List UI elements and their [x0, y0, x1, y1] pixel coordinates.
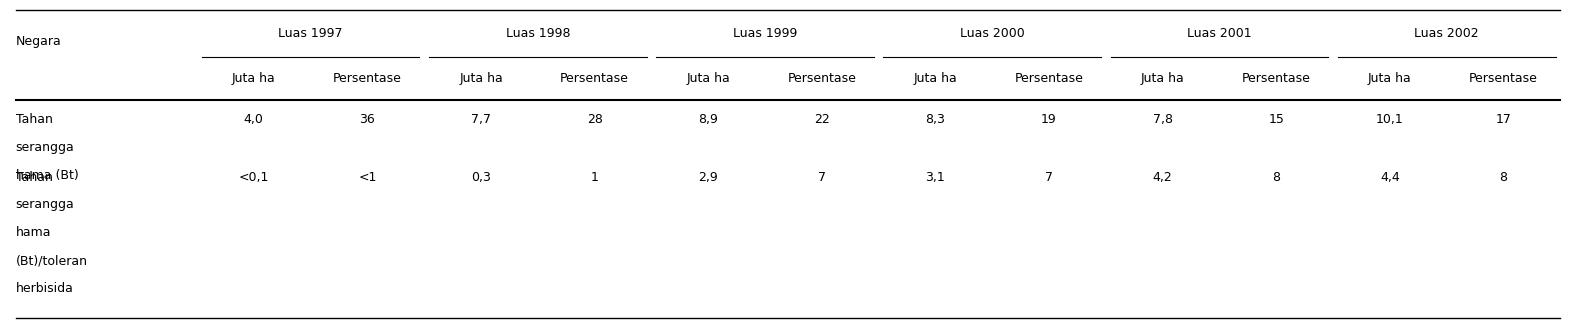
Text: 8: 8	[1499, 171, 1507, 184]
Text: Luas 2002: Luas 2002	[1414, 27, 1478, 40]
Text: 2,9: 2,9	[698, 171, 719, 184]
Text: 4,0: 4,0	[244, 113, 263, 126]
Text: Persentase: Persentase	[559, 72, 629, 85]
Text: 10,1: 10,1	[1376, 113, 1404, 126]
Text: Luas 1998: Luas 1998	[506, 27, 571, 40]
Text: Negara: Negara	[16, 35, 61, 48]
Text: Luas 2000: Luas 2000	[960, 27, 1024, 40]
Text: 8,3: 8,3	[925, 113, 946, 126]
Text: 15: 15	[1269, 113, 1284, 126]
Text: Juta ha: Juta ha	[686, 72, 730, 85]
Text: 8: 8	[1272, 171, 1280, 184]
Text: Persentase: Persentase	[1469, 72, 1538, 85]
Text: Juta ha: Juta ha	[914, 72, 957, 85]
Text: 4,4: 4,4	[1381, 171, 1399, 184]
Text: Luas 2001: Luas 2001	[1187, 27, 1251, 40]
Text: 7,7: 7,7	[471, 113, 492, 126]
Text: 8,9: 8,9	[698, 113, 719, 126]
Text: <0,1: <0,1	[238, 171, 269, 184]
Text: herbisida: herbisida	[16, 282, 74, 295]
Text: 22: 22	[813, 113, 829, 126]
Text: 7: 7	[1045, 171, 1053, 184]
Text: Juta ha: Juta ha	[459, 72, 503, 85]
Text: Juta ha: Juta ha	[1141, 72, 1185, 85]
Text: hama (Bt): hama (Bt)	[16, 169, 79, 182]
Text: Luas 1999: Luas 1999	[733, 27, 797, 40]
Text: Persentase: Persentase	[788, 72, 856, 85]
Text: Persentase: Persentase	[333, 72, 402, 85]
Text: serangga: serangga	[16, 198, 74, 212]
Text: (Bt)/toleran: (Bt)/toleran	[16, 254, 88, 267]
Text: Luas 1997: Luas 1997	[279, 27, 344, 40]
Text: 4,2: 4,2	[1152, 171, 1173, 184]
Text: Persentase: Persentase	[1015, 72, 1083, 85]
Text: Tahan: Tahan	[16, 171, 52, 184]
Text: 0,3: 0,3	[471, 171, 492, 184]
Text: Juta ha: Juta ha	[232, 72, 276, 85]
Text: hama: hama	[16, 226, 52, 239]
Text: 7: 7	[818, 171, 826, 184]
Text: Persentase: Persentase	[1242, 72, 1311, 85]
Text: Juta ha: Juta ha	[1368, 72, 1412, 85]
Text: 36: 36	[359, 113, 375, 126]
Text: serangga: serangga	[16, 141, 74, 154]
Text: 7,8: 7,8	[1152, 113, 1173, 126]
Text: Tahan: Tahan	[16, 113, 52, 126]
Text: 17: 17	[1496, 113, 1511, 126]
Text: 1: 1	[591, 171, 599, 184]
Text: 28: 28	[586, 113, 602, 126]
Text: 19: 19	[1042, 113, 1057, 126]
Text: <1: <1	[358, 171, 377, 184]
Text: 3,1: 3,1	[925, 171, 946, 184]
